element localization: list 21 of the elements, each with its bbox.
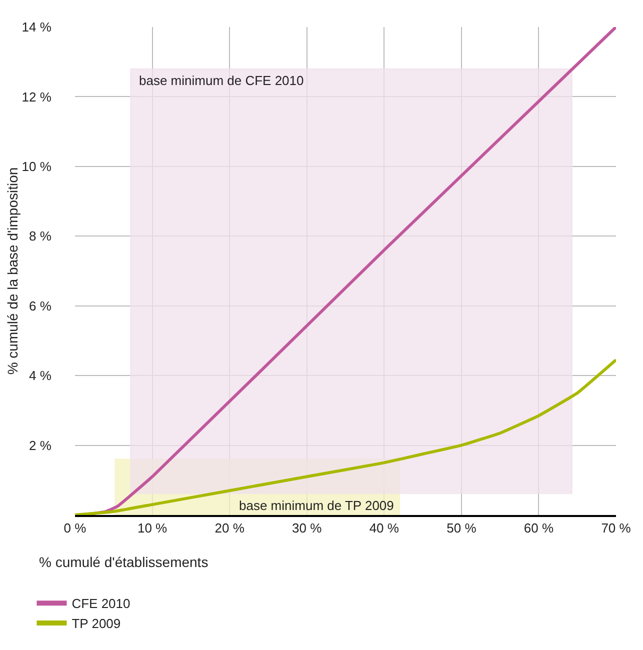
x-tick-label: 20 % (214, 520, 245, 536)
x-tick-label: 10 % (137, 520, 168, 536)
y-axis-title: % cumulé de la base d'imposition (4, 167, 20, 375)
x-tick-label: 40 % (369, 520, 400, 536)
x-tick-label: 60 % (524, 520, 554, 536)
legend-label: TP 2009 (72, 616, 121, 632)
x-tick-label: 50 % (446, 520, 477, 536)
y-tick-label: 14 % (22, 20, 52, 35)
x-tick-label: 30 % (292, 520, 322, 536)
x-tick-label: 0 % (64, 520, 87, 536)
series-label: base minimum de TP 2009 (239, 498, 394, 513)
series-label: base minimum de CFE 2010 (139, 73, 304, 88)
y-tick-label: 2 % (28, 438, 52, 453)
y-tick-label: 6 % (28, 298, 52, 314)
x-tick-label: 70 % (601, 520, 632, 536)
x-axis-title: % cumulé d'établissements (39, 554, 208, 570)
y-tick-label: 12 % (22, 89, 52, 104)
legend-label: CFE 2010 (72, 596, 130, 612)
y-tick-label: 10 % (22, 158, 52, 174)
y-tick-label: 4 % (28, 368, 52, 384)
y-tick-label: 8 % (28, 228, 52, 244)
